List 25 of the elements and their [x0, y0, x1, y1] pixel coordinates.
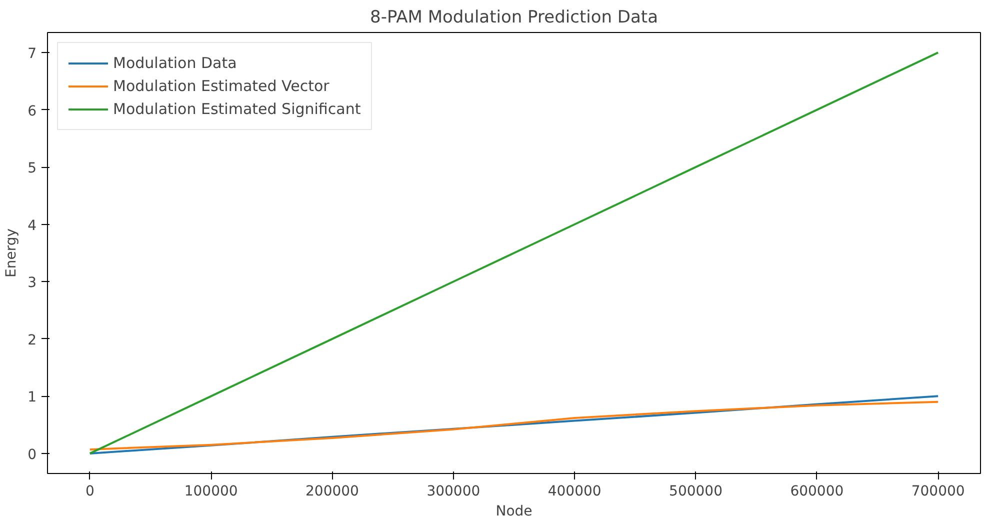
line-series [88, 395, 940, 454]
x-tick-label: 0 [85, 484, 94, 500]
x-tick-label: 200000 [306, 484, 359, 500]
y-tick-label: 5 [28, 160, 37, 177]
x-tick-label: 600000 [790, 484, 844, 500]
x-tick-label: 300000 [426, 484, 480, 500]
x-tick-label: 500000 [669, 484, 722, 500]
y-tick-label: 6 [28, 103, 37, 120]
x-tick-label: 100000 [184, 484, 238, 500]
y-tick-label: 2 [28, 332, 37, 348]
line-series [88, 52, 940, 454]
legend-label: Modulation Estimated Vector [113, 77, 330, 95]
x-tick-label: 700000 [911, 484, 965, 500]
y-tick-label: 3 [28, 275, 37, 292]
y-tick-label: 7 [28, 46, 37, 62]
chart-title: 8-PAM Modulation Prediction Data [370, 8, 658, 28]
y-tick-label: 1 [28, 390, 37, 406]
legend-label: Modulation Estimated Significant [113, 100, 361, 118]
x-tick-label: 400000 [548, 484, 602, 500]
line-series [88, 400, 940, 450]
y-tick-label: 4 [28, 218, 37, 234]
legend-label: Modulation Data [113, 54, 237, 72]
x-axis-title: Node [496, 504, 532, 520]
y-tick-label: 0 [28, 446, 37, 463]
y-axis-title: Energy [4, 228, 20, 278]
